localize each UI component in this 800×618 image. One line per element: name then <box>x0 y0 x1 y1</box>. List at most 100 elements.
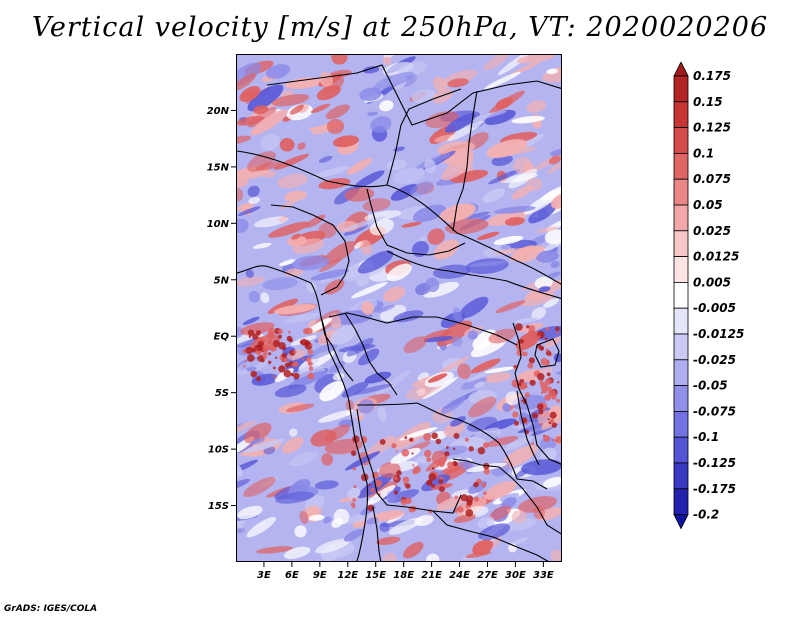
field-patch <box>410 181 434 197</box>
field-patch <box>358 399 375 414</box>
field-patch <box>536 226 558 233</box>
field-patch <box>450 416 466 427</box>
field-patch <box>459 296 489 319</box>
field-patch <box>294 525 307 538</box>
convective-speck <box>551 422 557 428</box>
field-patch <box>504 217 525 226</box>
field-patch <box>383 286 406 303</box>
field-patch <box>505 391 520 406</box>
field-patch <box>321 453 334 466</box>
convective-speck <box>409 437 414 442</box>
colorbar-swatch <box>673 153 689 180</box>
field-patch <box>319 258 342 273</box>
convective-speck <box>513 365 517 368</box>
field-patch <box>414 514 434 527</box>
colorbar-swatch <box>673 410 689 438</box>
field-patch <box>520 292 555 307</box>
convective-speck <box>515 323 523 331</box>
field-patch <box>343 512 378 524</box>
field-patch <box>274 384 307 398</box>
field-patch <box>425 277 440 293</box>
colorbar-bottom-arrow <box>673 514 689 530</box>
convective-speck <box>308 366 314 371</box>
field-patch <box>467 330 478 340</box>
field-patch <box>441 156 474 181</box>
field-patch <box>534 276 553 289</box>
field-patch <box>401 221 422 228</box>
convective-speck <box>527 362 534 369</box>
velocity-field <box>237 55 561 561</box>
field-patch <box>275 491 315 504</box>
field-patch <box>472 329 497 350</box>
field-patch <box>333 508 350 525</box>
field-patch <box>493 235 524 245</box>
colorbar-swatch <box>673 256 689 283</box>
colorbar-swatch <box>673 359 689 386</box>
field-patch <box>237 465 243 477</box>
convective-speck <box>306 327 313 335</box>
colorbar-label: -0.025 <box>693 353 736 367</box>
convective-speck <box>539 422 543 426</box>
field-patch <box>281 436 304 454</box>
convective-speck <box>257 355 264 362</box>
field-patch <box>440 396 466 415</box>
field-patch <box>237 528 245 534</box>
convective-speck <box>428 481 433 485</box>
field-patch <box>317 409 354 423</box>
colorbar-swatch <box>673 462 689 490</box>
convective-speck <box>540 391 543 394</box>
convective-speck <box>435 438 442 445</box>
convective-speck <box>307 362 312 366</box>
convective-speck <box>541 387 548 394</box>
field-patch <box>329 313 342 329</box>
field-patch <box>237 478 251 491</box>
convective-speck <box>250 370 257 378</box>
border-angola <box>356 408 462 514</box>
field-patch <box>427 228 445 245</box>
field-patch <box>352 383 393 395</box>
footer-credit: GrADS: IGES/COLA <box>4 604 98 614</box>
lon-tick-label: 33E <box>533 570 554 581</box>
colorbar-label: 0.15 <box>693 95 723 109</box>
convective-speck <box>522 351 528 357</box>
lon-tick-label: 6E <box>285 570 299 581</box>
field-patch <box>343 528 364 542</box>
convective-speck <box>551 438 555 442</box>
field-patch <box>378 462 401 479</box>
colorbar-label: 0.1 <box>693 146 714 160</box>
colorbar-label: -0.175 <box>693 482 736 496</box>
convective-speck <box>454 495 458 499</box>
field-patch <box>511 185 533 200</box>
field-patch <box>468 396 497 418</box>
field-patch <box>531 307 547 320</box>
field-patch <box>325 104 350 120</box>
lon-tick-label: 18E <box>393 570 414 581</box>
field-patch <box>526 177 543 192</box>
field-patch <box>247 84 284 112</box>
field-patch <box>271 94 310 107</box>
border-congo-north <box>328 312 518 346</box>
field-patch <box>433 239 460 260</box>
field-patch <box>273 153 310 170</box>
convective-speck <box>531 442 535 446</box>
convective-speck <box>512 411 519 418</box>
convective-speck <box>303 340 311 347</box>
lon-tick-label: 24E <box>449 570 470 581</box>
convective-speck <box>444 451 450 457</box>
field-patch <box>386 490 397 503</box>
convective-speck <box>477 447 486 455</box>
field-patch <box>237 188 244 202</box>
field-patch <box>323 241 356 265</box>
colorbar: 0.175 0.15 0.125 0.1 0.075 0.05 0.025 0.0125 0.0… <box>673 62 744 530</box>
border-lake-chad <box>366 188 466 256</box>
field-patch <box>388 517 423 535</box>
field-patch <box>504 436 533 451</box>
field-patch <box>445 113 476 133</box>
convective-speck <box>447 461 454 469</box>
convective-speck <box>514 420 519 426</box>
convective-speck <box>432 467 435 470</box>
field-patch <box>499 493 520 502</box>
field-patch <box>443 421 465 437</box>
field-patch <box>486 436 519 447</box>
